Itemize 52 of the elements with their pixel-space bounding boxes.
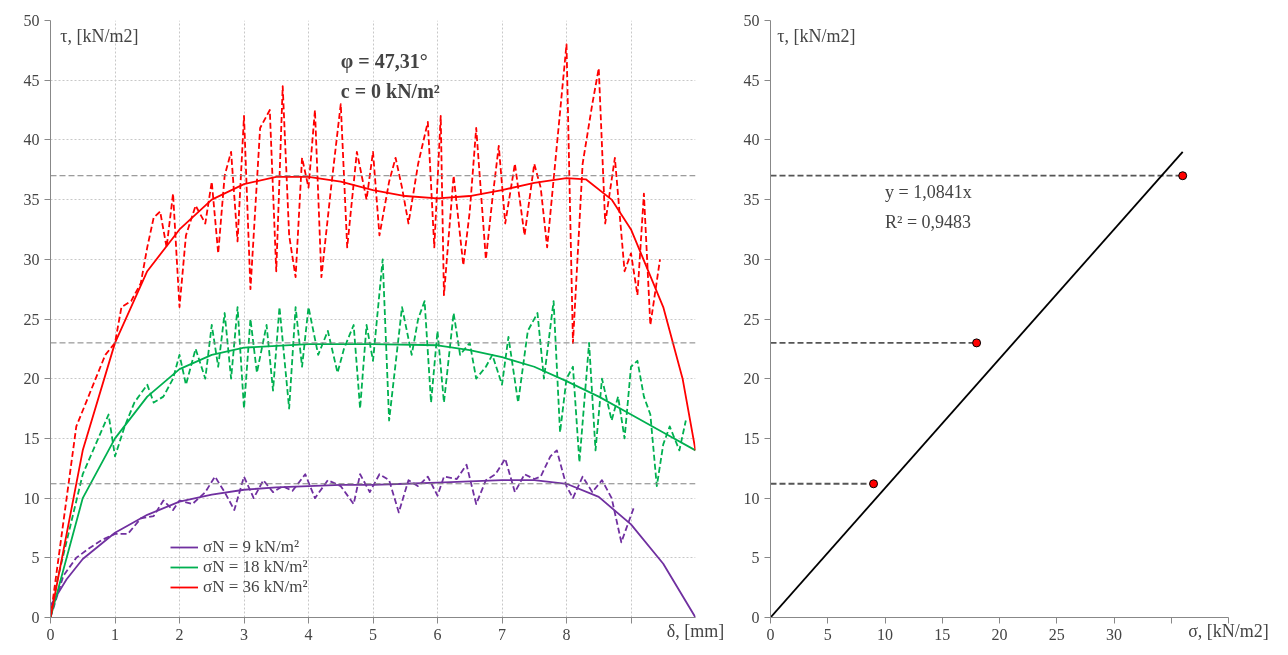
y-axis-title: τ, [kN/m2]: [777, 26, 856, 47]
y-tick-label: 0: [31, 609, 40, 626]
y-tick-label: 50: [23, 12, 40, 29]
y-tick-label: 10: [23, 489, 40, 507]
y-tick-label: 20: [743, 370, 760, 388]
y-tick-label: 35: [743, 191, 760, 209]
x-axis-title: δ, [mm]: [666, 620, 725, 641]
x-axis-title: σ, [kN/m2]: [1188, 620, 1269, 641]
y-tick-label: 0: [751, 609, 760, 626]
x-tick-label: 1: [111, 625, 119, 643]
y-tick-label: 30: [23, 250, 40, 268]
x-tick-label: 7: [498, 625, 506, 643]
y-tick-label: 15: [743, 429, 760, 447]
x-tick-label: 4: [304, 625, 313, 643]
y-tick-label: 40: [23, 131, 40, 149]
x-tick-label: 5: [369, 625, 377, 643]
legend-label: σN = 9 kN/m²: [203, 537, 300, 557]
y-tick-label: 25: [23, 310, 40, 328]
y-tick-label: 30: [743, 250, 760, 268]
x-tick-label: 6: [433, 625, 442, 643]
y-tick-label: 20: [23, 370, 40, 388]
legend-label: σN = 18 kN/m²: [203, 557, 308, 577]
point: [972, 338, 982, 348]
y-tick-label: 50: [743, 12, 760, 29]
point: [869, 479, 879, 489]
annotation: y = 1,0841x: [885, 181, 972, 202]
y-tick-label: 10: [743, 489, 760, 507]
y-tick-label: 40: [743, 131, 760, 149]
y-tick-label: 25: [743, 310, 760, 328]
annotation: c = 0 kN/m²: [340, 80, 440, 103]
annotation: φ = 47,31°: [340, 50, 428, 74]
x-tick-label: 2: [175, 625, 184, 643]
point: [1178, 171, 1188, 181]
x-tick-label: 20: [991, 625, 1008, 643]
y-tick-label: 5: [751, 549, 760, 567]
y-axis-title: τ, [kN/m2]: [60, 26, 139, 47]
x-tick-label: 25: [1048, 625, 1065, 643]
x-tick-label: 3: [240, 625, 248, 643]
x-tick-label: 0: [766, 625, 775, 643]
x-tick-label: 5: [823, 625, 832, 643]
x-tick-label: 30: [1106, 625, 1122, 643]
y-tick-label: 45: [743, 71, 760, 89]
y-tick-label: 35: [23, 191, 40, 209]
y-tick-label: 5: [31, 549, 40, 567]
x-tick-label: 15: [934, 625, 951, 643]
y-tick-label: 15: [23, 429, 40, 447]
annotation: R² = 0,9483: [885, 211, 972, 232]
x-tick-label: 10: [877, 625, 893, 643]
y-tick-label: 45: [23, 71, 40, 89]
legend-label: σN = 36 kN/m²: [203, 577, 308, 597]
x-tick-label: 0: [46, 625, 55, 643]
x-tick-label: 8: [562, 625, 571, 643]
